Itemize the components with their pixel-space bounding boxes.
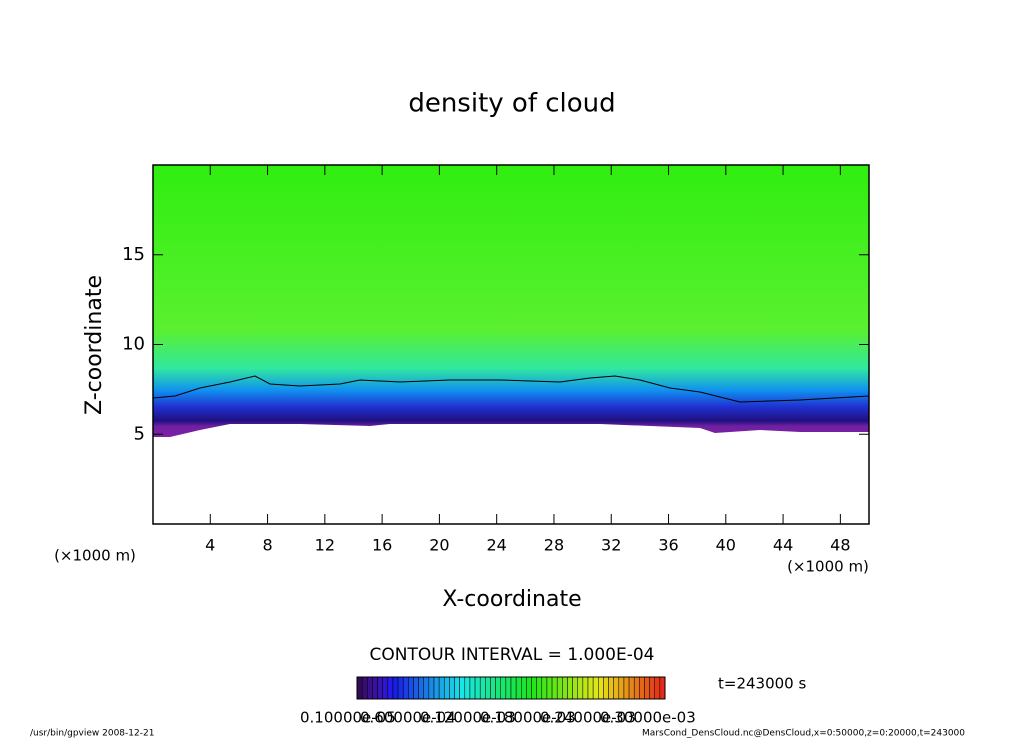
colorbar-cell (469, 676, 476, 700)
colorbar-cell (402, 676, 409, 700)
colorbar-cell (618, 676, 625, 700)
x-tick-label: 48 (830, 536, 850, 555)
colorbar-label: 0.60000e-04 (360, 709, 456, 727)
contour-note: CONTOUR INTERVAL = 1.000E-04 (370, 645, 655, 665)
x-tick-label: 16 (372, 536, 392, 555)
colorbar-cell (526, 676, 532, 700)
x-tick-label: 12 (315, 536, 335, 555)
colorbar-label: 0.12000e-03 (420, 709, 516, 727)
colorbar-label: 0.18000e-03 (480, 709, 576, 727)
colorbar-cell (592, 676, 599, 700)
colorbar-cell (382, 676, 389, 700)
colorbar-cell (377, 676, 383, 700)
x-axis-label: X-coordinate (442, 587, 581, 612)
colorbar-cell (505, 676, 512, 700)
colorbar-cell (633, 676, 640, 700)
x-tick-label: 24 (487, 536, 507, 555)
colorbar-cell (562, 676, 568, 700)
colorbar-label: 0.24000e-03 (540, 709, 636, 727)
colorbar-cell (587, 676, 594, 700)
colorbar-cell (438, 676, 445, 700)
colorbar-cell (459, 676, 466, 700)
colorbar-cell (613, 676, 620, 700)
colorbar-cell (464, 676, 471, 700)
colorbar-cell (551, 676, 558, 700)
footer-left: /usr/bin/gpview 2008-12-21 (30, 729, 154, 739)
colorbar-cell (649, 676, 655, 700)
colorbar-cell (423, 676, 430, 700)
contour-line (152, 375, 870, 403)
colorbar-cell (444, 676, 450, 700)
x-tick-label: 20 (429, 536, 449, 555)
colorbar-cell (654, 676, 661, 700)
colorbar-cell (603, 676, 609, 700)
colorbar-cell (428, 676, 435, 700)
time-note: t=243000 s (718, 675, 806, 693)
colorbar-frame (356, 676, 666, 700)
colorbar-cell (454, 676, 460, 700)
colorbar-cell (392, 676, 399, 700)
colorbar-cell (387, 676, 394, 700)
colorbar-cell (567, 676, 573, 700)
colorbar-cell (628, 676, 635, 700)
colorbar-cell (490, 676, 496, 700)
colorbar-cell (433, 676, 440, 700)
x-tick-label: 28 (544, 536, 564, 555)
colorbar-label: 0.30000e-03 (600, 709, 696, 727)
y-unit: (×1000 m) (54, 547, 136, 565)
x-tick-label: 8 (262, 536, 272, 555)
colorbar-cell (572, 676, 578, 700)
colorbar-cell (474, 676, 481, 700)
colorbar-cell (536, 676, 543, 700)
colorbar-cell (556, 676, 563, 700)
colorbar-cell (495, 676, 501, 700)
x-tick-label: 36 (658, 536, 678, 555)
colorbar-cell (659, 676, 666, 700)
x-tick-label: 40 (716, 536, 736, 555)
colorbar-cell (397, 676, 404, 700)
colorbar-cell (541, 676, 548, 700)
colorbar-cell (408, 676, 414, 700)
y-tick-label: 10 (122, 334, 145, 355)
y-tick-label: 5 (134, 423, 145, 444)
colorbar-cell (485, 676, 491, 700)
y-axis-label: Z-coordinate (82, 275, 107, 415)
colorbar-cell (546, 676, 553, 700)
colorbar-cell (418, 676, 424, 700)
field (153, 165, 869, 437)
colorbar-cell (510, 676, 517, 700)
colorbar-cell (644, 676, 650, 700)
colorbar-cell (531, 676, 537, 700)
y-tick-label: 15 (122, 244, 145, 265)
colorbar-cell (598, 676, 604, 700)
colorbar-cell (361, 676, 368, 700)
colorbar-cell (623, 676, 630, 700)
colorbar-cell (577, 676, 584, 700)
footer-right: MarsCond_DensCloud.nc@DensCloud,x=0:5000… (642, 729, 965, 739)
colorbar-cell (372, 676, 378, 700)
colorbar-cell (521, 676, 527, 700)
colorbar-cell (500, 676, 507, 700)
colorbar-cell (356, 676, 363, 700)
colorbar-cell (449, 676, 455, 700)
colorbar-cell (515, 676, 522, 700)
colorbar-cell (367, 676, 373, 700)
x-tick-label: 44 (773, 536, 793, 555)
colorbar-label: 0.10000e-05 (300, 709, 396, 727)
colorbar-cell (479, 676, 486, 700)
colorbar: 0.10000e-050.60000e-040.12000e-030.18000… (300, 676, 696, 727)
colorbar-cell (582, 676, 589, 700)
x-unit: (×1000 m) (787, 558, 869, 576)
colorbar-cell (608, 676, 614, 700)
x-tick-label: 4 (205, 536, 215, 555)
x-tick-label: 32 (601, 536, 621, 555)
colorbar-cell (639, 676, 645, 700)
chart-title: density of cloud (408, 89, 615, 119)
colorbar-cell (413, 676, 419, 700)
